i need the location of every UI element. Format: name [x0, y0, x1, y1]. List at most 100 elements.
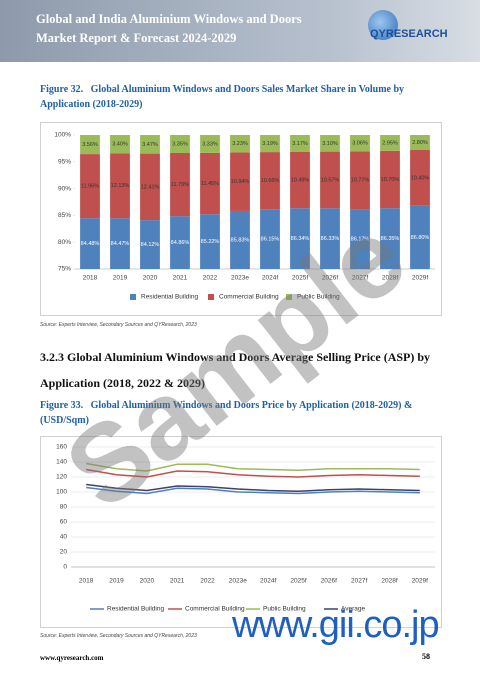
data-label: 3.56%: [82, 142, 98, 148]
y-tick-label: 160: [56, 444, 67, 451]
x-tick-label: 2026f: [322, 275, 338, 282]
data-label: 86.17%: [351, 237, 370, 243]
x-tick-label: 2024f: [262, 275, 278, 282]
data-label: 84.86%: [171, 240, 190, 246]
logo-icon: [368, 10, 398, 40]
legend-label: Average: [341, 606, 365, 613]
bar-segment: [320, 135, 340, 152]
legend-swatch: [286, 294, 292, 300]
line-series: [86, 462, 420, 472]
bar-segment: [290, 151, 310, 209]
bar-segment: [410, 205, 430, 269]
y-tick-label: 100: [56, 489, 67, 496]
data-label: 3.47%: [142, 142, 158, 148]
legend-label: Commercial Building: [185, 606, 245, 613]
bar-segment: [110, 135, 130, 154]
data-label: 10.94%: [231, 179, 250, 185]
figure-number: Figure 33.: [40, 400, 84, 411]
bar-segment: [350, 151, 370, 210]
x-tick-label: 2021: [173, 275, 188, 282]
x-tick-label: 2029f: [412, 275, 428, 282]
header-band: [0, 0, 480, 62]
y-tick-label: 80%: [58, 239, 71, 246]
bar-segment: [320, 208, 340, 269]
footer-site: www.qyresearch.com: [40, 654, 104, 662]
bar-segment: [380, 208, 400, 269]
bar-segment: [170, 152, 190, 217]
x-tick-label: 2025f: [292, 275, 308, 282]
source: Source: Experts Interview, Secondary Sou…: [40, 633, 197, 639]
bar-segment: [320, 151, 340, 209]
logo: QYRESEARCH: [370, 28, 448, 40]
y-tick-label: 0: [63, 564, 67, 571]
data-label: 2.95%: [382, 140, 398, 146]
legend-label: Public Building: [263, 606, 306, 613]
bar-segment: [350, 209, 370, 269]
x-tick-label: 2020: [143, 275, 158, 282]
data-label: 10.57%: [321, 177, 340, 183]
y-tick-label: 90%: [58, 185, 71, 192]
x-tick-label: 2024f: [260, 578, 276, 585]
bar-segment: [410, 150, 430, 206]
data-label: 85.22%: [201, 239, 220, 245]
data-label: 86.34%: [291, 236, 310, 242]
report-title: Global and India Aluminium Windows and D…: [36, 12, 302, 45]
data-label: 3.10%: [322, 141, 338, 147]
x-tick-label: 2020: [140, 578, 155, 585]
bar-segment: [350, 135, 370, 152]
figure-number: Figure 32.: [40, 84, 84, 95]
bar-segment: [140, 135, 160, 154]
y-tick-label: 40: [60, 534, 68, 541]
figure-title: Global Aluminium Windows and Doors Price…: [40, 400, 413, 426]
x-tick-label: 2023e: [231, 275, 249, 282]
bar-segment: [200, 135, 220, 153]
bar-segment: [260, 209, 280, 269]
bar-segment: [380, 135, 400, 151]
x-tick-label: 2029f: [412, 578, 428, 585]
share-chart: 75% 80% 85% 90% 95% 100% 2018 84.48% 11.96% 3.56%…: [40, 122, 442, 316]
x-tick-label: 2019: [109, 578, 124, 585]
x-tick-label: 2023e: [229, 578, 247, 585]
figure-caption: Figure 33. Global Aluminium Windows and …: [40, 398, 440, 428]
legend-label: Residential Building: [141, 294, 198, 301]
bar-segment: [80, 154, 100, 219]
data-label: 86.35%: [381, 236, 400, 242]
bar-segment: [200, 214, 220, 269]
legend-label: Public Building: [297, 294, 340, 301]
data-label: 84.47%: [111, 241, 130, 247]
y-tick-label: 60: [60, 519, 68, 526]
x-tick-label: 2028f: [382, 275, 398, 282]
data-label: 3.35%: [172, 141, 188, 147]
y-tick-label: 140: [56, 459, 67, 466]
legend-label: Residential Building: [107, 606, 164, 613]
data-label: 3.40%: [112, 142, 128, 148]
data-label: 10.66%: [261, 178, 280, 184]
x-tick-label: 2018: [83, 275, 98, 282]
y-tick-label: 20: [60, 549, 68, 556]
data-label: 10.77%: [351, 178, 370, 184]
figure-title: Global Aluminium Windows and Doors Sales…: [40, 84, 405, 110]
data-label: 10.40%: [411, 175, 430, 181]
bar-segment: [170, 135, 190, 153]
bar-segment: [380, 150, 400, 209]
data-label: 86.80%: [411, 235, 430, 241]
legend-swatch: [130, 294, 136, 300]
bar-segment: [80, 135, 100, 155]
bar-segment: [410, 135, 430, 151]
bar-segment: [230, 210, 250, 269]
data-label: 2.80%: [412, 140, 428, 146]
x-tick-label: 2028f: [381, 578, 397, 585]
data-label: 11.79%: [171, 182, 189, 188]
x-tick-label: 2021: [170, 578, 185, 585]
bar-segment: [170, 216, 190, 269]
bar-segment: [230, 135, 250, 153]
x-tick-label: 2027f: [352, 275, 368, 282]
source: Source: Experts Interview, Secondary Sou…: [40, 322, 197, 328]
data-label: 11.45%: [201, 181, 219, 187]
x-tick-label: 2025f: [290, 578, 306, 585]
bar-segment: [230, 152, 250, 211]
data-label: 10.49%: [291, 178, 310, 184]
data-label: 85.83%: [231, 237, 250, 243]
data-label: 84.12%: [141, 242, 160, 248]
